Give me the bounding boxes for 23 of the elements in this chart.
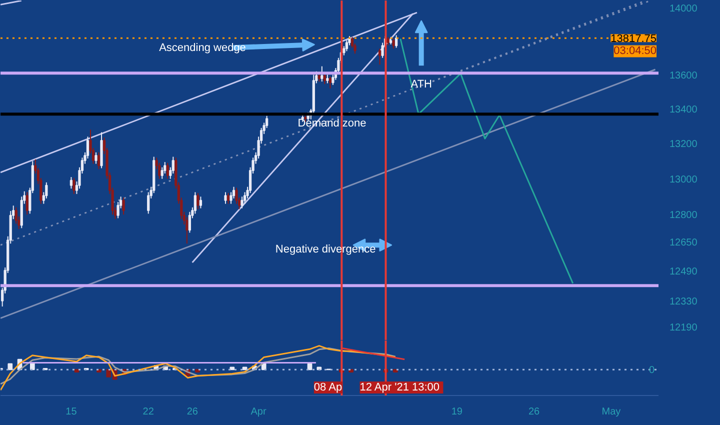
annotation: Ascending wedge — [159, 42, 246, 54]
y-tick-label: 13400 — [670, 104, 698, 116]
y-tick-label: 12190 — [670, 322, 698, 334]
x-tick-label: 15 — [66, 406, 78, 418]
y-tick-label: 12330 — [670, 296, 698, 308]
y-tick-label: 12490 — [670, 266, 698, 278]
annotation: 0 — [648, 365, 655, 376]
x-tick-label: 22 — [142, 406, 154, 418]
y-tick-label: 12650 — [670, 237, 698, 248]
y-tick-label: 14000 — [670, 3, 698, 14]
ref-line-label: 08 Ap — [314, 382, 342, 394]
x-tick-label: Apr — [250, 406, 268, 418]
y-tick-label: 12800 — [670, 210, 698, 222]
y-tick-label: 13000 — [670, 174, 698, 186]
annotation: 03:04:50 — [614, 45, 657, 58]
x-tick-label: 19 — [451, 406, 463, 418]
x-tick-label: 26 — [186, 406, 198, 418]
ref-line-label: 12 Apr '21 13:00 — [360, 382, 440, 394]
y-tick-label: 13200 — [670, 139, 698, 150]
annotation: ATH — [410, 78, 432, 91]
x-tick-label: May — [602, 406, 621, 418]
x-tick-label: 26 — [528, 406, 540, 418]
y-tick-label: 13600 — [670, 70, 698, 82]
